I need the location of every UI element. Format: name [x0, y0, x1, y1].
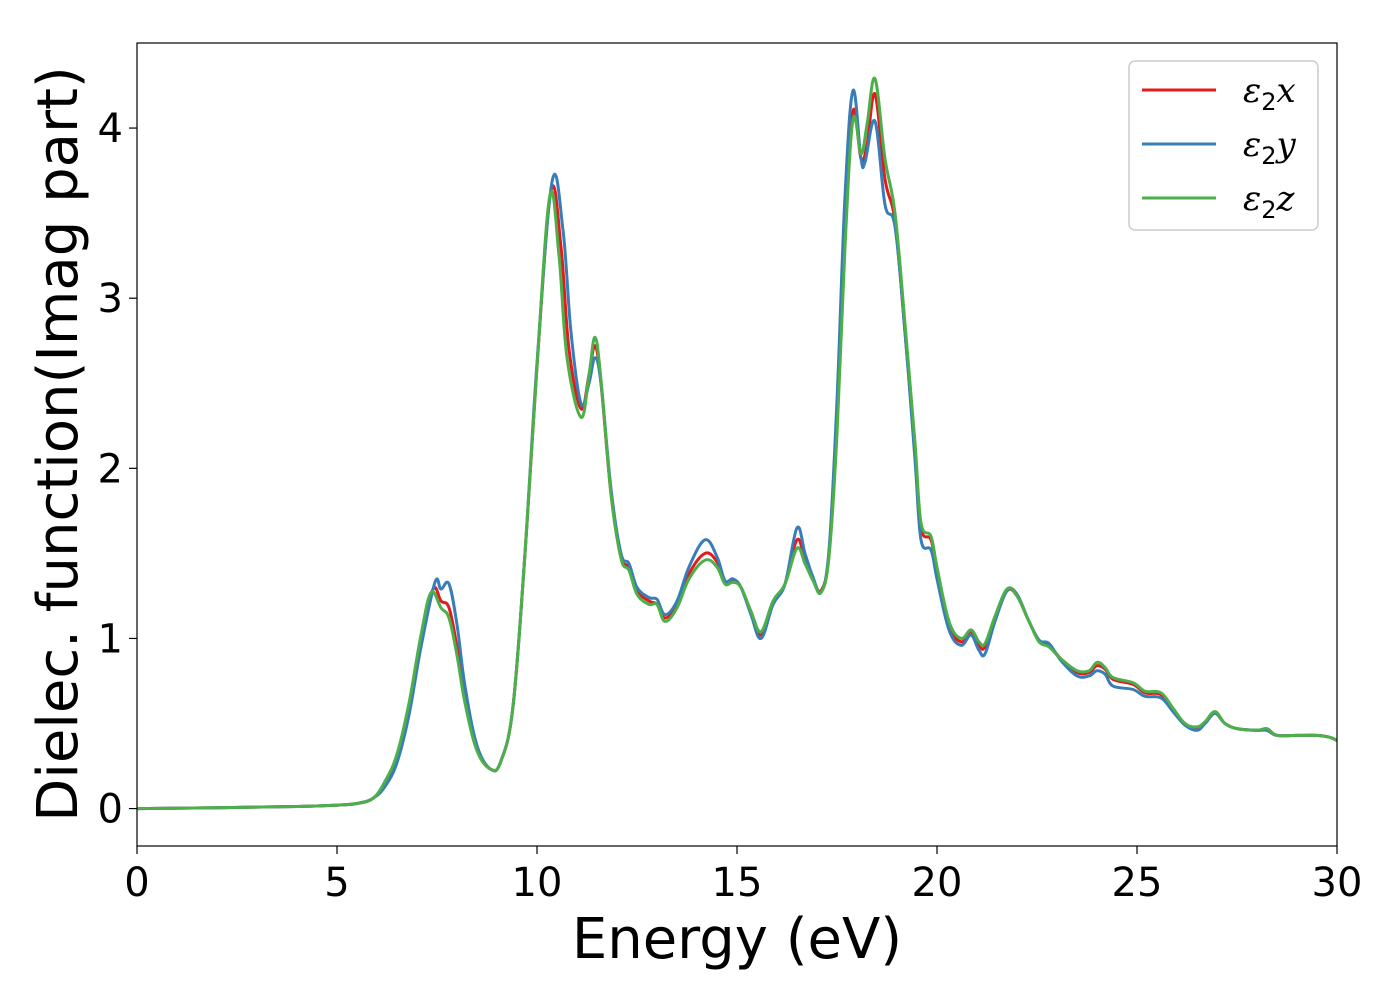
- y-axis: 0 1 2 3 4: [98, 106, 137, 833]
- legend-label-x: ε2x: [1243, 71, 1296, 116]
- x-tick-label: 20: [912, 860, 963, 906]
- x-tick-label: 0: [124, 860, 149, 906]
- x-tick-label: 15: [712, 860, 763, 906]
- x-tick-label: 10: [512, 860, 563, 906]
- y-tick-label: 4: [98, 106, 123, 152]
- series-layer: [136, 76, 1338, 811]
- x-axis: 0 5 10 15 20 25 30: [124, 846, 1362, 906]
- legend-box: [1128, 60, 1319, 231]
- x-tick-label: 5: [324, 860, 349, 906]
- x-tick-label: 25: [1112, 860, 1163, 906]
- legend-label-z: ε2z: [1243, 179, 1296, 224]
- y-tick-label: 3: [98, 276, 123, 322]
- y-tick-label: 0: [98, 787, 123, 833]
- x-tick-label: 30: [1312, 860, 1363, 906]
- legend: ε2x ε2y ε2z: [1128, 60, 1319, 231]
- y-axis-title: Dielec. function(Imag part): [26, 66, 91, 822]
- x-axis-title: Energy (eV): [572, 907, 902, 972]
- series-line-z: [136, 76, 1338, 811]
- y-tick-label: 2: [98, 446, 123, 492]
- y-tick-label: 1: [98, 616, 123, 662]
- legend-label-y: ε2y: [1243, 125, 1297, 170]
